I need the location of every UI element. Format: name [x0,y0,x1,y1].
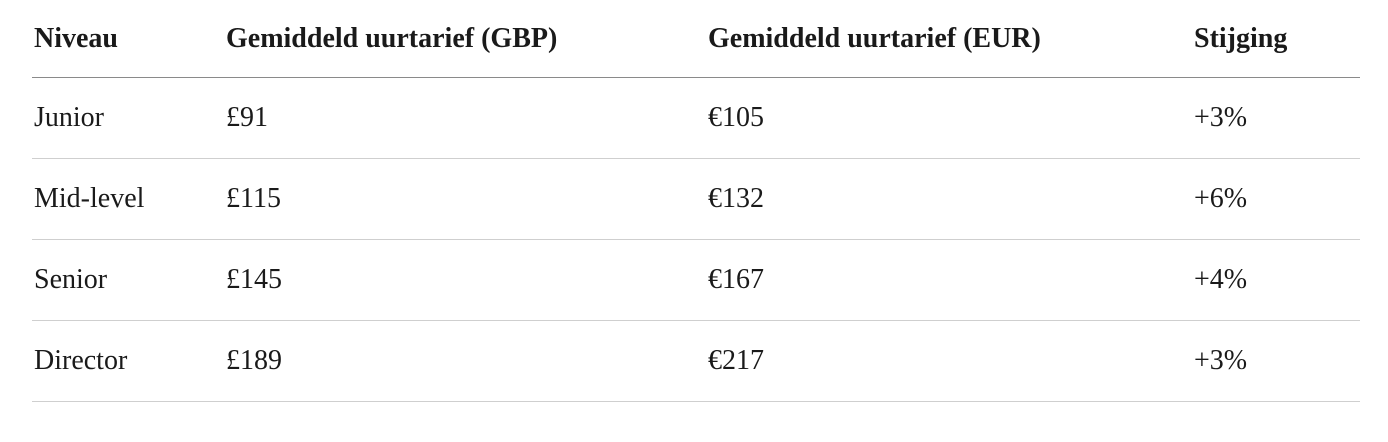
header-cell: Gemiddeld uurtarief (GBP) [224,0,706,78]
table-cell: +3% [1192,320,1360,402]
table-cell: €105 [706,77,1192,159]
table-cell: +3% [1192,77,1360,159]
table-cell: £115 [224,158,706,240]
table-cell: +6% [1192,158,1360,240]
header-cell: Gemiddeld uurtarief (EUR) [706,0,1192,78]
table-cell: £189 [224,320,706,402]
table-cell: Director [32,320,224,402]
rates-table: Niveau Gemiddeld uurtarief (GBP) Gemiddeld… [32,0,1360,402]
table-row: Mid-level £115 €132 +6% [32,158,1360,240]
header-row: Niveau Gemiddeld uurtarief (GBP) Gemiddeld… [32,0,1360,78]
header-cell: Stijging [1192,0,1360,78]
header-cell: Niveau [32,0,224,78]
table-cell: Mid-level [32,158,224,240]
table-cell: £91 [224,77,706,159]
table-cell: £145 [224,239,706,321]
table-header: Niveau Gemiddeld uurtarief (GBP) Gemiddeld… [32,0,1360,78]
table-cell: €217 [706,320,1192,402]
table-row: Junior £91 €105 +3% [32,77,1360,159]
table-container: Niveau Gemiddeld uurtarief (GBP) Gemiddeld… [32,0,1360,402]
table-cell: Senior [32,239,224,321]
table-row: Senior £145 €167 +4% [32,239,1360,321]
table-row: Director £189 €217 +3% [32,320,1360,402]
table-cell: €167 [706,239,1192,321]
table-cell: €132 [706,158,1192,240]
table-body: Junior £91 €105 +3% Mid-level £115 €132 +6% Seni… [32,77,1360,402]
table-cell: Junior [32,77,224,159]
table-cell: +4% [1192,239,1360,321]
